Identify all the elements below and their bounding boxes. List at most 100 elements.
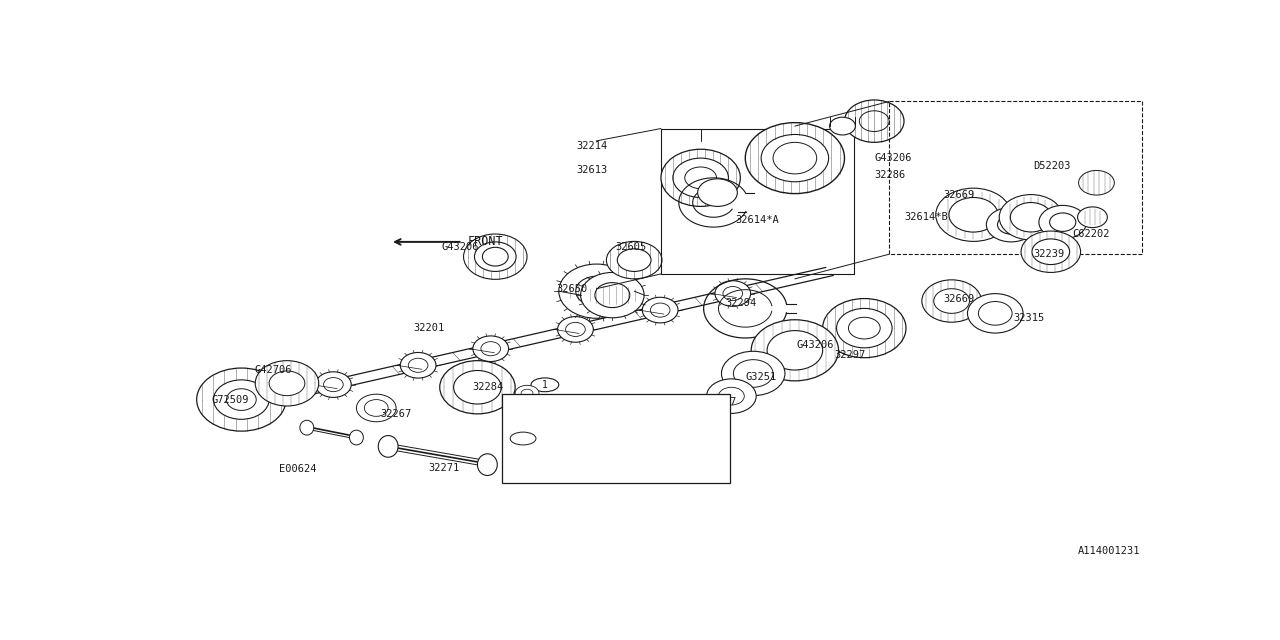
Text: 32239: 32239: [1033, 249, 1064, 259]
Ellipse shape: [859, 111, 890, 131]
Text: 32614*A: 32614*A: [735, 214, 780, 225]
Ellipse shape: [948, 198, 998, 232]
Ellipse shape: [1079, 170, 1115, 195]
Text: 32271: 32271: [428, 463, 460, 472]
Ellipse shape: [751, 320, 838, 381]
Text: 32669: 32669: [943, 190, 975, 200]
Text: D52203: D52203: [1033, 161, 1070, 170]
Text: 32297: 32297: [835, 350, 865, 360]
Text: 32286: 32286: [874, 170, 905, 180]
Ellipse shape: [463, 234, 527, 279]
Text: 32284: 32284: [472, 382, 504, 392]
Ellipse shape: [521, 389, 532, 397]
Ellipse shape: [453, 371, 502, 404]
Bar: [502, 394, 731, 483]
Ellipse shape: [698, 179, 737, 207]
Ellipse shape: [483, 247, 508, 266]
Ellipse shape: [356, 394, 396, 422]
Ellipse shape: [475, 242, 516, 271]
Ellipse shape: [845, 100, 904, 142]
Text: 32315: 32315: [1014, 313, 1044, 323]
Ellipse shape: [997, 215, 1025, 234]
Ellipse shape: [723, 287, 742, 301]
Ellipse shape: [767, 331, 823, 370]
Ellipse shape: [558, 317, 594, 342]
Text: T=1. 9: T=1. 9: [648, 451, 684, 461]
Ellipse shape: [829, 117, 855, 135]
Ellipse shape: [607, 241, 662, 279]
Ellipse shape: [324, 378, 343, 392]
Text: T=1. 5: T=1. 5: [648, 433, 684, 444]
Ellipse shape: [365, 399, 388, 417]
Ellipse shape: [762, 134, 828, 182]
Ellipse shape: [515, 385, 539, 401]
Ellipse shape: [650, 303, 669, 317]
Text: G3251: G3251: [745, 372, 777, 383]
Text: 32650: 32650: [556, 284, 588, 294]
Text: 32669: 32669: [943, 294, 975, 303]
Ellipse shape: [576, 276, 617, 306]
Ellipse shape: [581, 273, 644, 318]
Ellipse shape: [379, 436, 398, 457]
Ellipse shape: [472, 336, 508, 362]
Ellipse shape: [733, 360, 773, 387]
Ellipse shape: [214, 380, 269, 419]
Text: D020155: D020155: [549, 469, 591, 479]
Ellipse shape: [269, 371, 305, 396]
Ellipse shape: [617, 249, 652, 271]
Ellipse shape: [1039, 205, 1087, 239]
Text: T=0. 4: T=0. 4: [648, 397, 684, 408]
Text: 32294: 32294: [726, 298, 756, 308]
Ellipse shape: [1010, 202, 1052, 232]
Ellipse shape: [316, 372, 351, 397]
Ellipse shape: [934, 289, 969, 314]
Text: 1: 1: [541, 380, 548, 390]
Text: G42706: G42706: [255, 365, 292, 375]
Ellipse shape: [707, 379, 756, 413]
Ellipse shape: [849, 317, 881, 339]
Ellipse shape: [722, 351, 785, 396]
Text: 32614*B: 32614*B: [904, 212, 947, 222]
Ellipse shape: [718, 387, 744, 405]
Text: 32605: 32605: [616, 242, 646, 252]
Ellipse shape: [823, 298, 906, 358]
Text: G43206: G43206: [797, 340, 835, 350]
Ellipse shape: [660, 149, 740, 207]
Ellipse shape: [1078, 207, 1107, 228]
Ellipse shape: [440, 361, 515, 414]
Ellipse shape: [197, 368, 285, 431]
Text: D020154: D020154: [549, 451, 591, 461]
Text: A114001231: A114001231: [1078, 546, 1140, 556]
Ellipse shape: [1050, 213, 1075, 232]
Ellipse shape: [349, 430, 364, 445]
Text: C62202: C62202: [1073, 230, 1110, 239]
Ellipse shape: [673, 158, 728, 198]
Ellipse shape: [773, 142, 817, 174]
Ellipse shape: [227, 388, 256, 410]
Ellipse shape: [481, 342, 500, 356]
Ellipse shape: [1032, 239, 1070, 264]
Text: D020153: D020153: [549, 433, 591, 444]
Text: G43206: G43206: [874, 153, 911, 163]
Ellipse shape: [408, 358, 428, 372]
Ellipse shape: [595, 283, 630, 308]
Ellipse shape: [1000, 195, 1062, 240]
Ellipse shape: [566, 323, 585, 337]
Ellipse shape: [643, 297, 678, 323]
Ellipse shape: [219, 405, 230, 414]
Ellipse shape: [477, 454, 498, 476]
Text: G43206: G43206: [442, 242, 480, 252]
Text: FRONT: FRONT: [467, 236, 503, 248]
Text: 32214: 32214: [576, 141, 607, 151]
Ellipse shape: [968, 294, 1023, 333]
Ellipse shape: [401, 353, 436, 378]
Ellipse shape: [1021, 231, 1080, 273]
Ellipse shape: [922, 280, 982, 322]
Ellipse shape: [300, 420, 314, 435]
Text: D020151: D020151: [549, 397, 591, 408]
Text: T=1. 1: T=1. 1: [648, 415, 684, 426]
Text: 32201: 32201: [413, 323, 444, 333]
Text: 32267: 32267: [380, 410, 411, 419]
Text: 32237: 32237: [705, 397, 736, 407]
Ellipse shape: [936, 188, 1011, 241]
